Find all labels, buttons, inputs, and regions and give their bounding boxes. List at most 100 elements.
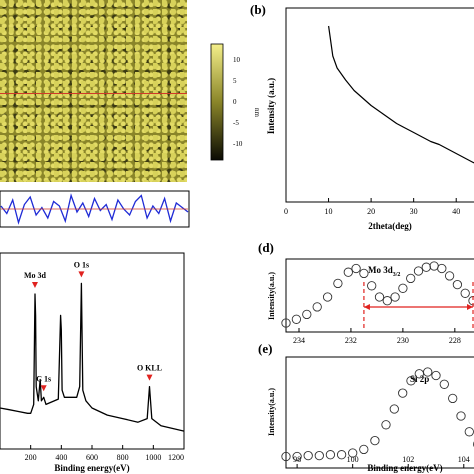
peak-annotation: C 1s xyxy=(36,374,51,383)
data-point xyxy=(370,435,380,446)
panel-d-frame xyxy=(285,258,474,333)
x-tick-label: 800 xyxy=(117,453,129,462)
data-point xyxy=(359,444,369,455)
x-tick-label: 230 xyxy=(397,336,409,345)
profile-line xyxy=(0,193,189,225)
height-profile-panel xyxy=(0,190,190,228)
data-point xyxy=(343,267,353,277)
panel-d: (d) Intensity(a.u.) Mo 3d3/2 234 232 230 22… xyxy=(258,240,474,345)
x-tick-label: 0 xyxy=(284,207,288,216)
data-point xyxy=(303,450,313,461)
panel-d-ylabel: Intensity(a.u.) xyxy=(267,272,276,320)
arrow-head xyxy=(363,304,370,310)
data-point xyxy=(398,283,408,293)
data-point xyxy=(437,263,447,274)
peak-arrow xyxy=(31,282,38,289)
data-point xyxy=(460,288,470,298)
x-tick-label: 200 xyxy=(25,453,37,462)
colorbar-tick: -10 xyxy=(233,140,243,148)
data-point xyxy=(431,370,441,381)
x-tick-label: 234 xyxy=(293,336,305,345)
panel-e-ylabel: Intensity(a.u.) xyxy=(267,388,276,436)
peak-annotation: O KLL xyxy=(137,364,162,373)
data-point xyxy=(336,450,347,460)
data-point xyxy=(381,420,391,430)
data-point xyxy=(348,448,358,458)
peak-arrow xyxy=(78,271,85,278)
data-point xyxy=(333,278,343,289)
data-point xyxy=(351,263,361,274)
data-point xyxy=(382,296,392,306)
colorbar-tick: 5 xyxy=(233,77,237,85)
panel-d-peak-label: Mo 3d3/2 xyxy=(368,265,400,278)
data-point xyxy=(452,279,463,290)
data-point xyxy=(312,302,322,312)
x-tick-label: 400 xyxy=(55,453,67,462)
colorbar-tick: 10 xyxy=(233,56,241,64)
xrd-series-line xyxy=(328,25,474,164)
data-point xyxy=(456,411,466,421)
panel-c: Binding energy(eV) 200 400 600 800 1000 1200 M… xyxy=(0,252,185,473)
panel-b-frame xyxy=(285,7,474,203)
afm-scan-line xyxy=(0,93,187,94)
data-point xyxy=(359,268,369,279)
data-point xyxy=(281,318,291,328)
data-point xyxy=(314,450,324,461)
data-point xyxy=(398,388,408,398)
x-tick-label: 98 xyxy=(293,455,301,464)
x-tick-label: 600 xyxy=(86,453,98,462)
panel-c-frame xyxy=(0,252,185,450)
panel-c-xlabel: Binding energy(eV) xyxy=(54,463,129,473)
data-point xyxy=(439,379,449,389)
panel-b: (b) Intensity (a.u.) 2theta(deg) 0 10 20 30… xyxy=(250,2,474,231)
x-tick-label: 1200 xyxy=(168,453,184,462)
peak-arrow xyxy=(40,385,47,392)
panel-b-xlabel: 2theta(deg) xyxy=(368,221,412,231)
peak-arrow xyxy=(146,374,153,381)
data-point xyxy=(444,271,455,281)
xps-survey-line xyxy=(0,282,185,432)
afm-height-image xyxy=(0,0,187,182)
data-point xyxy=(281,451,291,462)
x-tick-label: 100 xyxy=(347,455,359,464)
data-point xyxy=(367,281,377,291)
data-point xyxy=(322,292,333,302)
colorbar-tick: 0 xyxy=(233,98,237,106)
x-tick-label: 10 xyxy=(325,207,333,216)
colorbar: 10 5 0 -5 -10 nm xyxy=(210,43,261,161)
data-point xyxy=(413,266,424,276)
data-point xyxy=(374,292,385,302)
colorbar-tick: -5 xyxy=(233,119,239,127)
data-point xyxy=(423,367,433,377)
colorbar-unit: nm xyxy=(253,108,261,118)
data-point xyxy=(464,427,474,437)
data-point xyxy=(406,273,416,284)
x-tick-label: 102 xyxy=(402,455,414,464)
colorbar-gradient xyxy=(210,43,224,161)
panel-label-d: (d) xyxy=(258,240,274,255)
x-tick-label: 1000 xyxy=(145,453,161,462)
data-point xyxy=(429,261,439,271)
panel-e-xlabel: Binding energy(eV) xyxy=(367,463,442,473)
x-tick-label: 30 xyxy=(410,207,418,216)
data-point xyxy=(302,309,312,320)
x-tick-label: 40 xyxy=(452,207,460,216)
data-point xyxy=(292,451,302,462)
data-point xyxy=(421,262,431,272)
data-point xyxy=(448,393,458,404)
panel-e-peak-label: Si 2p xyxy=(410,374,429,384)
profile-frame xyxy=(0,190,190,228)
peak-annotation: O 1s xyxy=(74,260,89,269)
x-tick-label: 20 xyxy=(367,207,375,216)
data-point xyxy=(390,292,400,302)
data-point xyxy=(291,314,302,324)
data-point xyxy=(389,404,399,414)
arrow-head xyxy=(467,304,474,310)
panel-e-frame xyxy=(285,356,474,469)
peak-annotation: Mo 3d xyxy=(24,271,47,280)
panel-b-ylabel: Intensity (a.u.) xyxy=(266,78,276,134)
data-point xyxy=(325,450,336,460)
panel-e: (e) Intensity(a.u.) Si 2p Binding energy… xyxy=(258,341,474,473)
